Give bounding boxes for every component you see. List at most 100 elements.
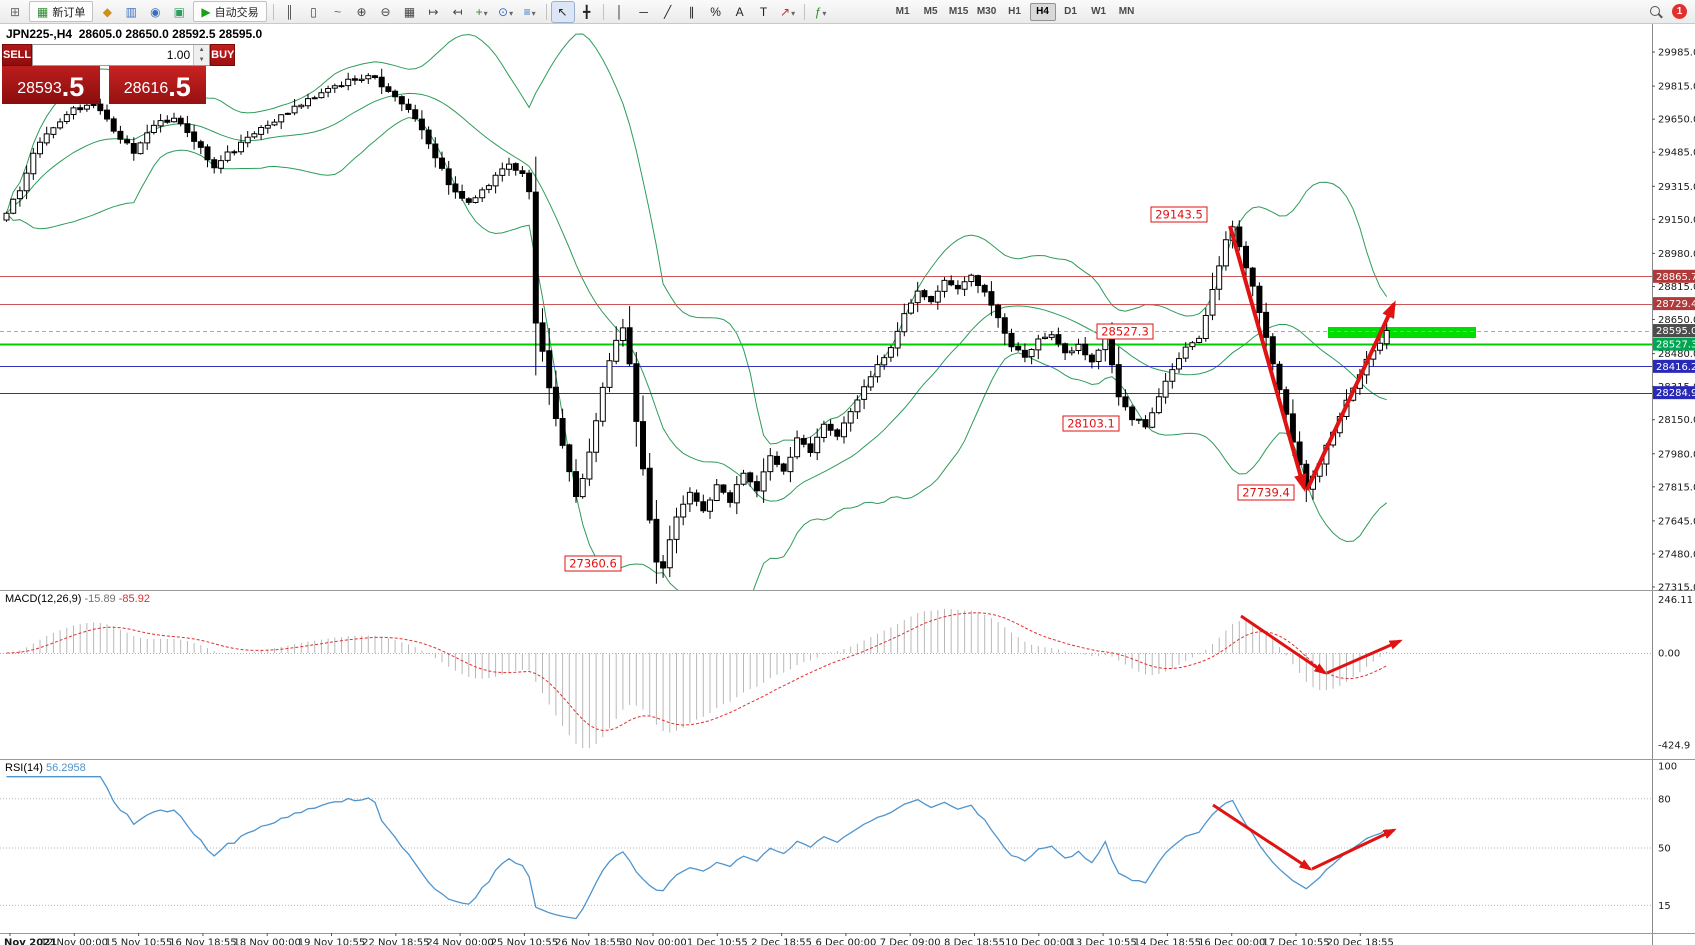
timeframe-h1[interactable]: H1	[1008, 5, 1021, 17]
timeframe-w1[interactable]: W1	[1091, 5, 1107, 17]
annotation-box[interactable]	[1096, 323, 1154, 340]
rsi-trend-arrow[interactable]	[1212, 803, 1313, 871]
chart-window-icon[interactable]: ⊞	[9, 4, 21, 19]
price-tick-label: 28815.0	[1658, 282, 1695, 293]
macd-trend-arrow[interactable]	[1326, 639, 1403, 675]
time-axis-label: 26 Nov 18:55	[555, 938, 622, 945]
main-trend-arrow[interactable]	[1305, 300, 1396, 491]
volume-down-button[interactable]: ▼	[194, 55, 210, 65]
line-chart-icon[interactable]: ~	[334, 4, 342, 19]
bar-chart-icon[interactable]: ║	[285, 4, 294, 19]
new-order-button-label: 新订单	[52, 6, 86, 19]
templates-icon[interactable]: ≡▾	[523, 4, 536, 19]
arrows-tool-icon[interactable]: ↗▾	[780, 4, 796, 19]
buy-price-panel[interactable]: 28616.5	[108, 66, 206, 104]
equidistant-channel-icon[interactable]: ∥	[688, 4, 695, 19]
chart-canvas[interactable]: 29143.528527.328103.127739.427360.629985…	[0, 24, 1695, 945]
vertical-line-icon[interactable]: │	[615, 4, 624, 19]
autotrading-button-label: 自动交易	[214, 6, 259, 19]
sell-button[interactable]: SELL	[2, 44, 33, 66]
time-axis-label: 14 Dec 18:55	[1134, 938, 1201, 945]
chart-annotations: 29143.5 28527.3 28103.1 27739.4 27360.6	[564, 206, 1403, 871]
time-axis-label: 25 Nov 10:55	[491, 938, 558, 945]
toolbar-separator	[803, 3, 805, 20]
volume-input-wrap: ▲ ▼	[32, 44, 211, 66]
timeframe-m30[interactable]: M30	[976, 5, 997, 17]
time-axis-label: 12 Nov 00:00	[41, 938, 108, 945]
timeframe-m5[interactable]: M5	[923, 5, 938, 17]
buy-price-pips: .5	[168, 72, 191, 102]
rsi-panel	[0, 776, 1652, 920]
sell-price-panel[interactable]: 28593.5	[2, 66, 100, 104]
highlight-zone[interactable]	[1328, 327, 1476, 338]
volume-spinner: ▲ ▼	[193, 45, 210, 65]
volume-input[interactable]	[33, 45, 194, 65]
dropdown-arrow-icon: ▾	[483, 8, 488, 18]
price-badge-label: 28595.0	[1656, 326, 1695, 337]
time-axis-label: 13 Dec 10:55	[1069, 938, 1136, 945]
macd-value-main: -15.89	[84, 593, 116, 605]
indicators-icon[interactable]: ƒ▾	[814, 4, 827, 19]
time-axis-label: 8 Dec 18:55	[944, 938, 1005, 945]
candlestick-chart-icon[interactable]: ▯	[310, 4, 317, 19]
annotation-box[interactable]	[564, 555, 622, 572]
annotation-box[interactable]	[1062, 415, 1120, 432]
macd-label: MACD(12,26,9)	[5, 593, 82, 605]
macd-trend-arrow[interactable]	[1240, 614, 1328, 675]
buy-button[interactable]: BUY	[210, 44, 236, 66]
toolbar-separator	[602, 3, 604, 20]
rsi-trend-arrow[interactable]	[1311, 828, 1397, 871]
price-tick-label: 29150.0	[1658, 215, 1695, 226]
search-icon[interactable]	[1649, 5, 1663, 19]
data-window-icon[interactable]: ▥	[125, 4, 138, 19]
timeframe-d1[interactable]: D1	[1064, 5, 1077, 17]
terminal-icon[interactable]: ▣	[173, 4, 186, 19]
zoom-out-icon[interactable]: ⊖	[380, 4, 391, 19]
ohlc-values: 28605.0 28650.0 28592.5 28595.0	[78, 27, 263, 41]
new-chart-icon[interactable]: +▾	[475, 4, 488, 19]
market-watch-icon[interactable]: ◆	[102, 4, 112, 19]
timeframe-m1[interactable]: M1	[895, 5, 910, 17]
price-tick-label: 29315.0	[1658, 182, 1695, 193]
price-tick-label: 27315.0	[1658, 582, 1695, 593]
price-badge	[1653, 337, 1695, 351]
cursor-icon[interactable]: ↖	[550, 0, 575, 23]
navigator-icon[interactable]: ◉	[150, 4, 161, 19]
text-icon[interactable]: A	[735, 4, 744, 19]
fibonacci-icon[interactable]: %	[710, 4, 721, 19]
time-axis-label: 7 Dec 09:00	[880, 938, 941, 945]
macd-axis-label: -424.9	[1658, 741, 1690, 752]
profiles-icon[interactable]: ⊙▾	[498, 4, 514, 19]
price-badge-label: 28416.2	[1656, 362, 1695, 373]
autotrading-button-glyph: ▶	[201, 4, 211, 19]
bear-candles	[77, 75, 1310, 569]
zoom-in-icon[interactable]: ⊕	[356, 4, 367, 19]
main-trend-arrow[interactable]	[1228, 225, 1307, 492]
autotrading-button[interactable]: ▶ 自动交易	[193, 1, 267, 22]
time-axis-label: 22 Nov 18:55	[362, 938, 429, 945]
macd-value-signal: -85.92	[118, 593, 150, 605]
price-tick-label: 28650.0	[1658, 315, 1695, 326]
rsi-value: 56.2958	[45, 762, 86, 774]
trendline-icon[interactable]: ╱	[663, 4, 672, 19]
bollinger-upper-band	[6, 33, 1388, 445]
symbol-period-label: JPN225-,H4	[6, 27, 73, 41]
text-label-icon[interactable]: T	[759, 4, 768, 19]
timeframe-h4[interactable]: H4	[1029, 2, 1056, 21]
auto-scroll-icon[interactable]: ↦	[428, 4, 439, 19]
annotation-box[interactable]	[1150, 206, 1208, 223]
chart-title-ohlc: JPN225-,H4 28605.0 28650.0 28592.5 28595…	[6, 27, 262, 41]
toolbar-right-group: 1	[1649, 4, 1687, 19]
timeframe-m15[interactable]: M15	[948, 5, 969, 17]
new-order-button[interactable]: ▦ 新订单	[29, 1, 94, 22]
timeframe-mn[interactable]: MN	[1118, 5, 1135, 17]
crosshair-icon[interactable]: ╋	[582, 4, 591, 19]
chart-window: 29143.5 28527.3 28103.1 27739.4 27360.6 29985…	[0, 24, 1695, 945]
dropdown-arrow-icon: ▾	[531, 8, 536, 18]
volume-up-button[interactable]: ▲	[194, 45, 210, 55]
chart-shift-icon[interactable]: ↤	[452, 4, 463, 19]
notification-badge[interactable]: 1	[1672, 4, 1687, 19]
annotation-box[interactable]	[1237, 484, 1295, 501]
tile-windows-icon[interactable]: ▦	[403, 4, 416, 19]
horizontal-line-icon[interactable]: ─	[639, 4, 648, 19]
